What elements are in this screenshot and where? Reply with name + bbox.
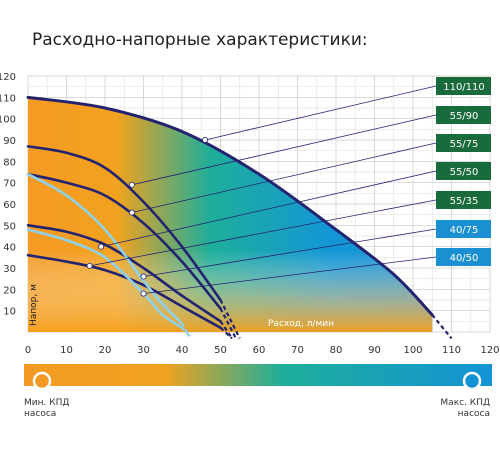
leader-40-50 — [143, 256, 437, 294]
y-tick-label: 20 — [3, 285, 16, 296]
curve-110-110 — [26, 95, 434, 317]
series-label: 55/90 — [450, 111, 479, 122]
min-efficiency-marker — [32, 371, 52, 391]
marker-40-50 — [140, 290, 147, 297]
x-tick-label: 60 — [253, 345, 266, 356]
series-label: 40/50 — [450, 253, 479, 264]
curve-40-50 — [26, 228, 184, 330]
series-label-box — [436, 162, 491, 180]
y-tick-label: 40 — [3, 243, 16, 254]
series-label-box — [436, 134, 491, 152]
min-efficiency-legend: Мин. КПД насоса — [24, 398, 69, 420]
series-label: 40/75 — [450, 225, 479, 236]
leader-40-75 — [143, 228, 437, 277]
y-axis-label: Напор, м — [29, 284, 39, 326]
series-label: 55/50 — [450, 167, 479, 178]
leader-110-110 — [205, 85, 437, 141]
leader-55-75 — [131, 142, 437, 213]
efficiency-fill-shade — [28, 97, 433, 332]
series-label-box — [436, 106, 491, 124]
curve-40-75 — [26, 172, 184, 325]
series-label-box — [436, 191, 491, 209]
x-tick-label: 30 — [137, 345, 150, 356]
marker-110-110 — [202, 136, 209, 143]
x-tick-label: 20 — [99, 345, 112, 356]
series-label-box — [436, 77, 491, 95]
x-tick-label: 80 — [330, 345, 343, 356]
marker-55-35 — [86, 262, 93, 269]
efficiency-area — [28, 97, 433, 332]
max-efficiency-marker — [462, 371, 482, 391]
marker-55-75 — [128, 209, 135, 216]
max-efficiency-sublabel: насоса — [457, 409, 490, 419]
x-tick-label: 50 — [214, 345, 227, 356]
x-tick-label: 0 — [25, 345, 31, 356]
efficiency-gradient-bar — [24, 364, 492, 386]
y-tick-label: 60 — [3, 200, 16, 211]
series-label-box — [436, 248, 491, 266]
series-label: 110/110 — [443, 82, 485, 93]
min-efficiency-label: Мин. КПД — [24, 398, 70, 408]
curve-55-75 — [26, 172, 222, 310]
curve-tail-55-75 — [219, 308, 237, 339]
y-tick-label: 120 — [0, 72, 16, 83]
x-tick-label: 100 — [403, 345, 422, 356]
curve-tail-55-50 — [219, 320, 233, 340]
max-efficiency-label: Макс. КПД — [440, 398, 490, 408]
max-efficiency-legend: Макс. КПД насоса — [440, 398, 490, 420]
curve-55-90 — [26, 145, 222, 302]
y-tick-label: 90 — [3, 136, 16, 147]
min-efficiency-sublabel: насоса — [24, 409, 57, 419]
leader-55-35 — [89, 199, 437, 267]
leader-55-90 — [131, 114, 437, 186]
curve-tail-40-50 — [181, 326, 191, 338]
x-tick-label: 40 — [176, 345, 189, 356]
curves — [26, 95, 453, 340]
curve-tail-110-110 — [431, 314, 453, 340]
series-label-box — [436, 220, 491, 238]
x-axis-label: Расход, л/мин — [268, 319, 334, 329]
y-tick-label: 10 — [3, 307, 16, 318]
x-tick-label: 120 — [480, 345, 499, 356]
x-tick-label: 10 — [60, 345, 73, 356]
curve-tail-55-35 — [219, 326, 233, 340]
y-tick-label: 70 — [3, 179, 16, 190]
marker-55-50 — [98, 243, 105, 250]
marker-40-75 — [140, 273, 147, 280]
leader-55-50 — [101, 170, 437, 248]
y-tick-label: 80 — [3, 157, 16, 168]
marker-55-90 — [128, 181, 135, 188]
series-label: 55/35 — [450, 196, 479, 207]
series-labels: 110/110 55/90 55/75 55/50 55/35 40/75 40/50 — [436, 77, 491, 266]
curve-tail-40-75 — [181, 322, 191, 337]
x-tick-label: 90 — [368, 345, 381, 356]
curve-tail-55-90 — [219, 299, 241, 339]
axis-ticks: 0 10 20 30 40 50 60 70 80 90 100 110 120 10 20 30 40 50 60… — [0, 72, 500, 356]
y-tick-label: 110 — [0, 93, 16, 104]
curve-55-35 — [26, 253, 222, 330]
chart-title: Расходно-напорные характеристики: — [32, 30, 368, 50]
x-tick-label: 110 — [442, 345, 461, 356]
y-tick-label: 100 — [0, 115, 16, 126]
y-tick-label: 30 — [3, 264, 16, 275]
series-label: 55/75 — [450, 139, 479, 150]
x-tick-label: 70 — [291, 345, 304, 356]
y-tick-label: 50 — [3, 221, 16, 232]
label-leaders — [86, 85, 437, 297]
